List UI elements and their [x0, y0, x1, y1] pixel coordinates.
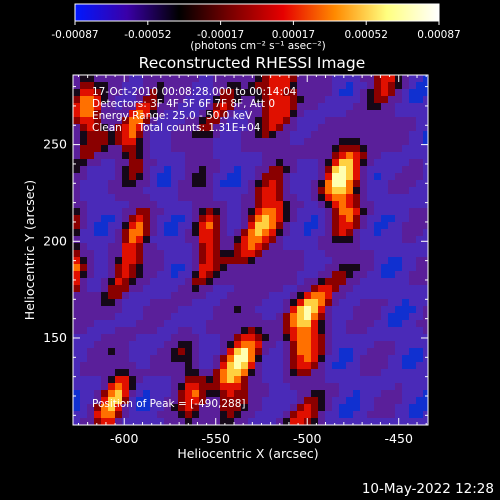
x-tick-label: -600: [110, 431, 138, 446]
plot-timestamp: 10-May-2022 12:28: [361, 481, 494, 497]
colorbar-tick-label: 0.00017: [272, 29, 315, 41]
axis-ticks: -600 -550 -500 -450 150 200 250: [43, 75, 428, 446]
x-tick-label: -500: [293, 431, 321, 446]
y-tick-label: 200: [43, 233, 67, 248]
y-tick-label: 150: [43, 330, 67, 345]
y-axis-label: Heliocentric Y (arcsec): [22, 180, 37, 320]
colorbar-units-label: (photons cm⁻² s⁻¹ asec⁻²): [190, 40, 325, 52]
info-line-4: Clean Total counts: 1.31E+04: [92, 122, 261, 134]
image-title: Reconstructed RHESSI Image: [139, 54, 366, 72]
colorbar-tick-label: -0.00017: [197, 29, 244, 41]
colorbar-tick-label: 0.00087: [417, 29, 460, 41]
peak-position-label: Position of Peak = [-490,288]: [92, 398, 246, 410]
colorbar-tick-label: 0.00052: [344, 29, 387, 41]
info-line-3: Energy Range: 25.0 - 50.0 keV: [92, 110, 253, 122]
colorbar-ticks: -0.00087 -0.00052 -0.00017 0.00017 0.00052 0.…: [51, 21, 461, 41]
colorbar-tick-label: -0.00052: [124, 29, 171, 41]
colorbar-tick-label: -0.00087: [51, 29, 98, 41]
colorbar: [74, 3, 440, 22]
rhessi-map: [73, 75, 428, 425]
x-axis-label: Heliocentric X (arcsec): [177, 446, 318, 461]
x-tick-label: -450: [385, 431, 413, 446]
info-line-1: 17-Oct-2010 00:08:28.000 to 00:14:04: [92, 86, 297, 98]
x-tick-label: -550: [202, 431, 230, 446]
info-line-2: Detectors: 3F 4F 5F 6F 7F 8F, Att 0: [92, 98, 276, 110]
y-tick-label: 250: [43, 137, 67, 152]
plot-frame: [72, 74, 429, 426]
